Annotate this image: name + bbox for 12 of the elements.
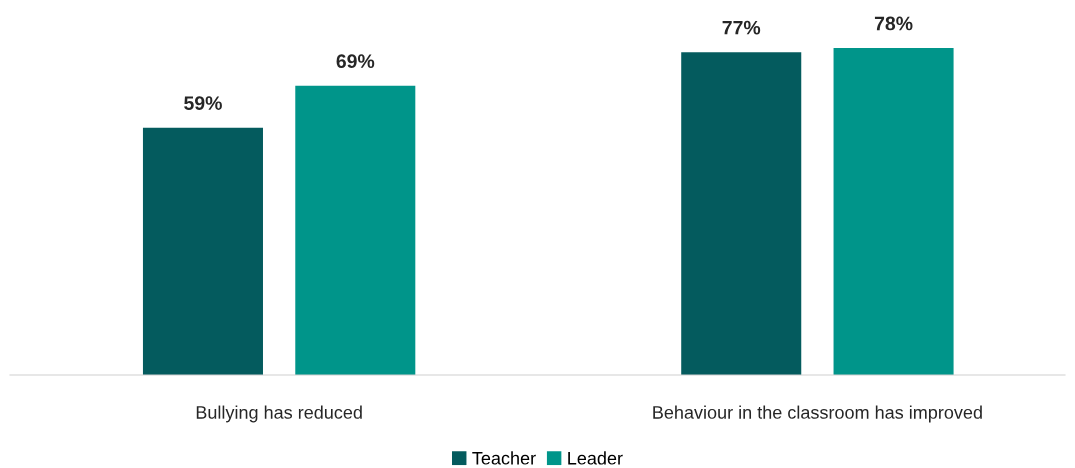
legend-label: Teacher — [472, 451, 536, 465]
legend-label: Leader — [568, 451, 623, 465]
x-tick-label: Behaviour in the classroom has improved — [653, 405, 982, 423]
bar — [295, 85, 416, 375]
data-label: 59% — [184, 96, 222, 110]
data-label: 77% — [722, 20, 761, 35]
bar — [681, 52, 802, 375]
bar — [142, 127, 263, 375]
data-label: 78% — [874, 16, 913, 31]
x-tick-label: Bullying has reduced — [196, 405, 362, 423]
data-label: 69% — [336, 54, 375, 69]
bar — [833, 48, 954, 375]
